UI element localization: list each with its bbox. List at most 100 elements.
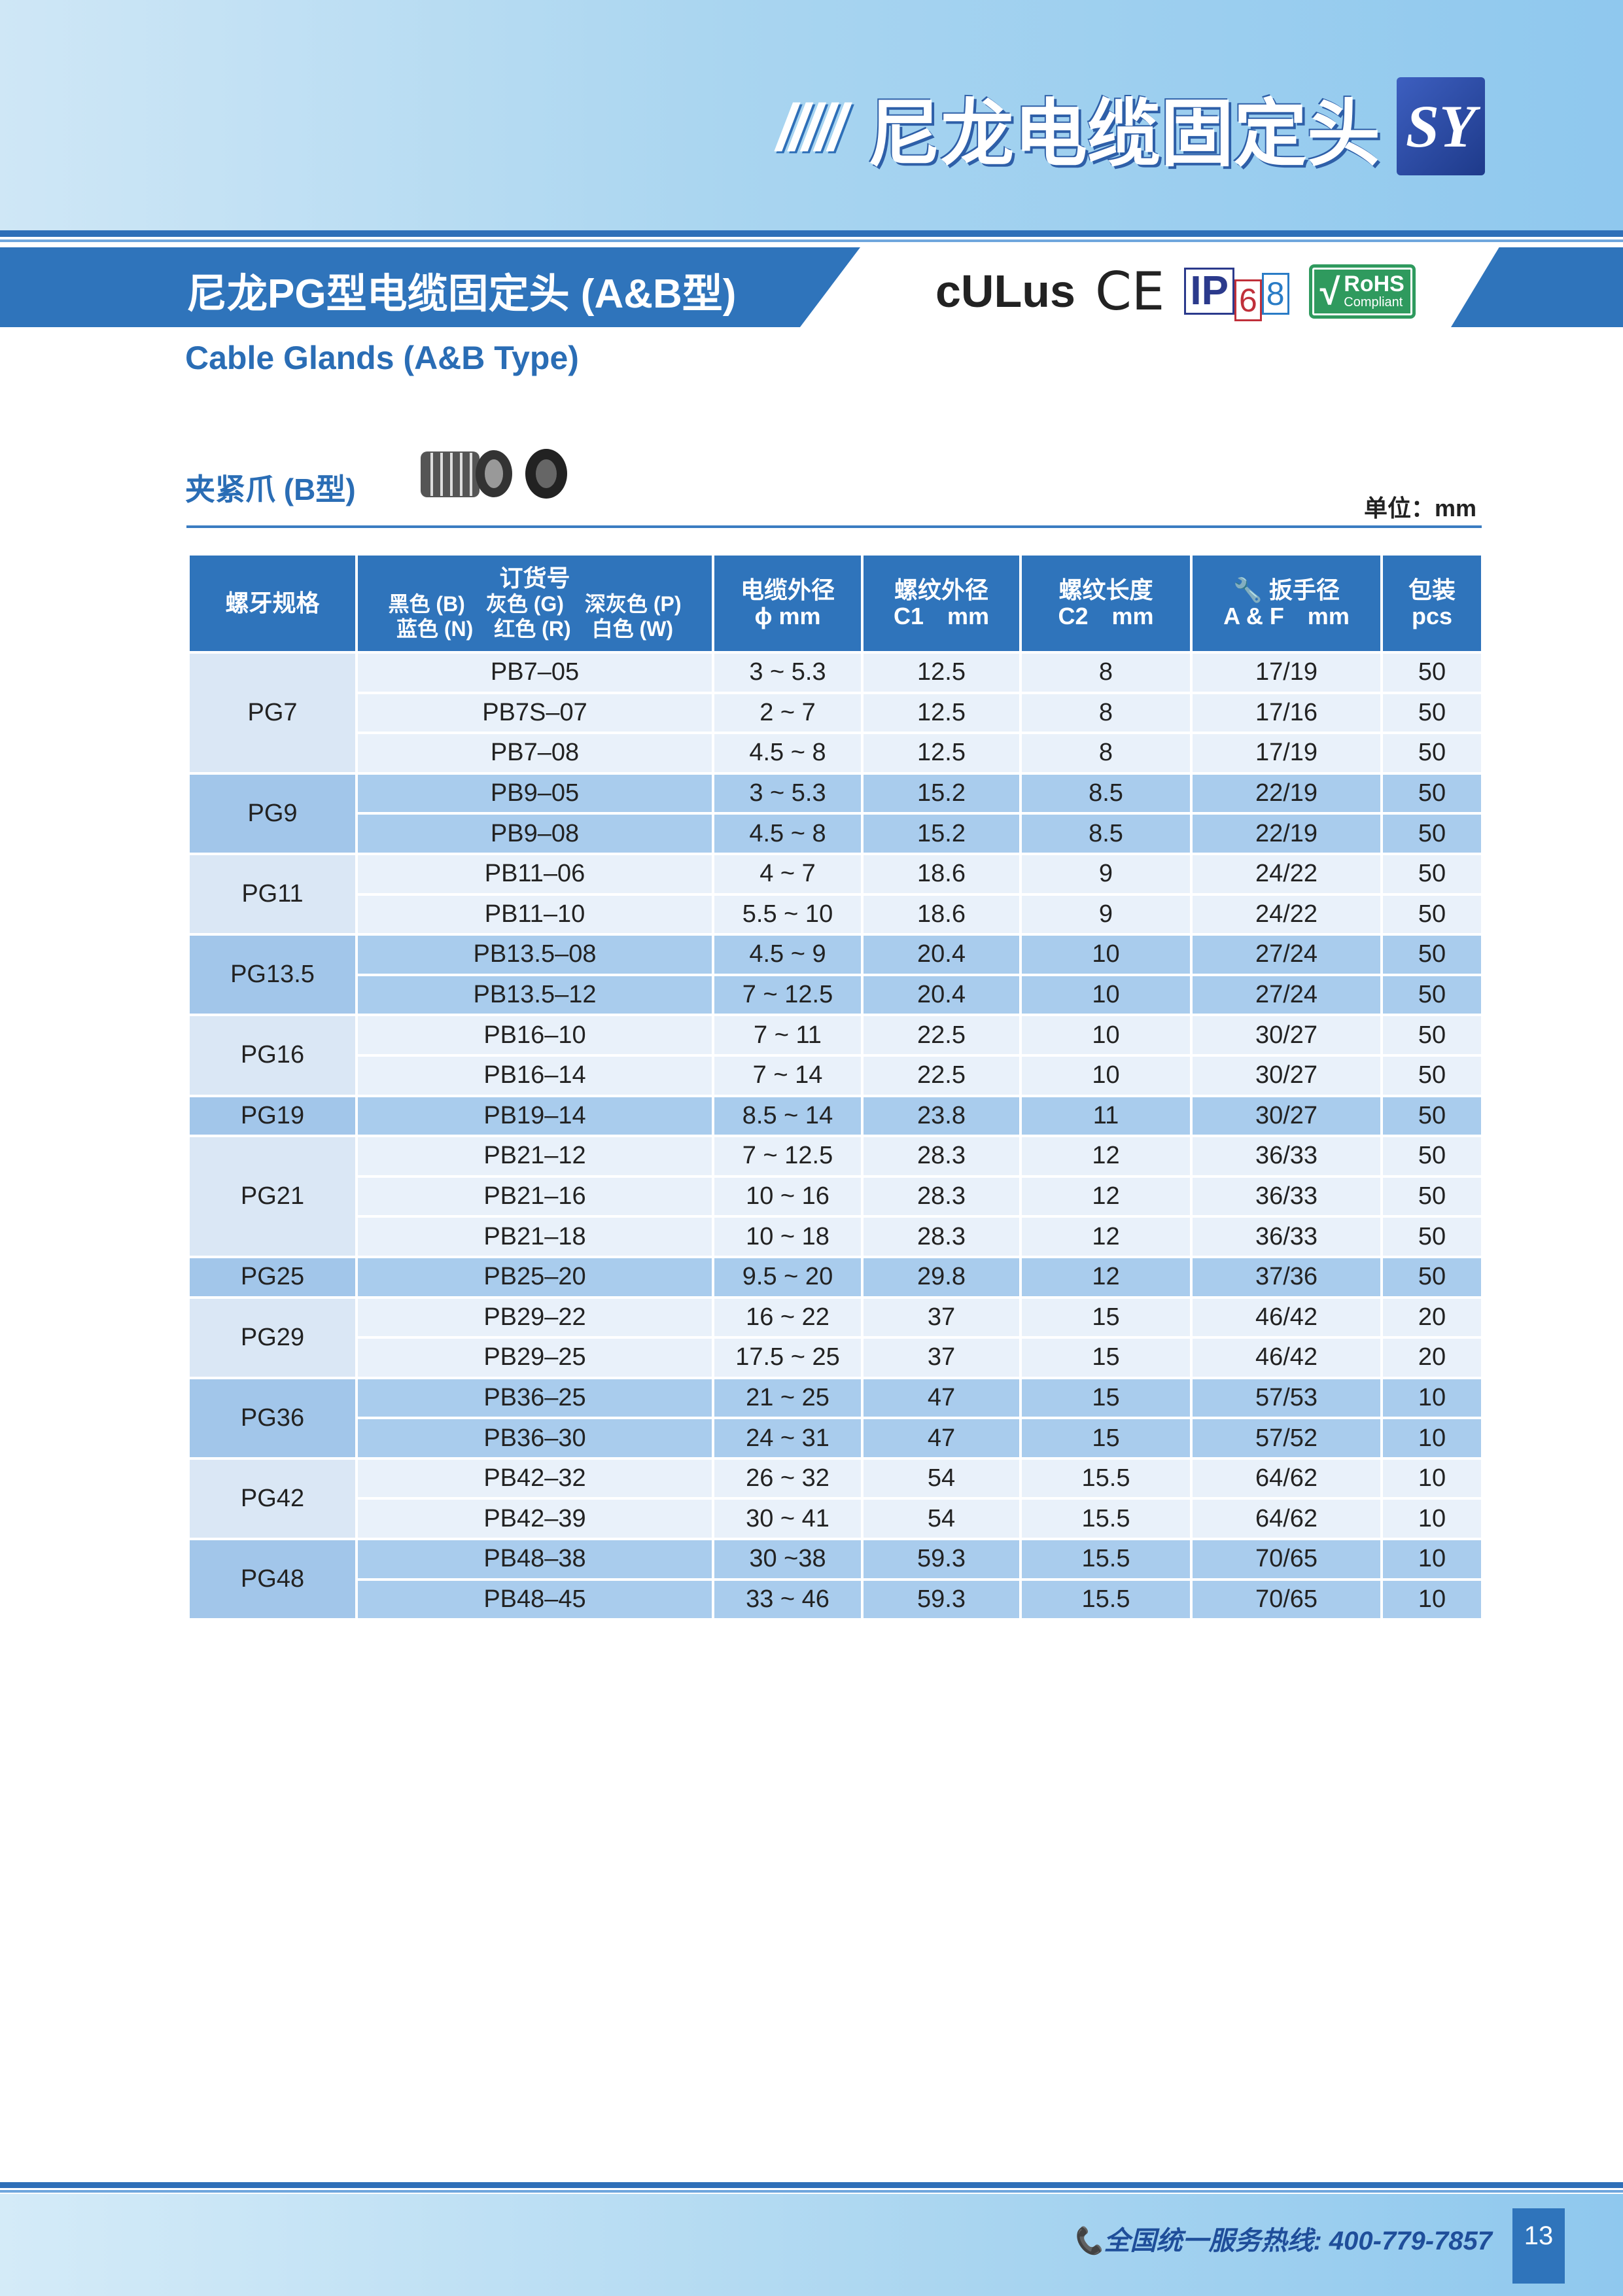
c2-cell: 15 [1019, 1336, 1193, 1379]
thread-size-cell: PG13.5 [187, 933, 358, 1017]
header-band [0, 0, 1623, 230]
order-number-cell: PB7–05 [355, 651, 714, 694]
c1-cell: 20.4 [861, 933, 1022, 976]
af-cell: 27/24 [1190, 973, 1383, 1017]
table-row: PG16 PB16–10 7 ~ 11 22.5 10 30/27 50 [187, 1014, 1484, 1097]
table-row: PG36 PB36–25 21 ~ 25 47 15 57/53 10 [187, 1376, 1484, 1460]
english-subtitle: Cable Glands (A&B Type) [185, 340, 579, 376]
cable-diameter-cell: 4.5 ~ 9 [712, 933, 864, 976]
package-cell: 50 [1380, 1255, 1484, 1299]
c2-cell: 12 [1019, 1135, 1193, 1178]
cable-diameter-cell: 5.5 ~ 10 [712, 892, 864, 936]
table-row: PG29 PB29–22 16 ~ 22 37 15 46/42 20 [187, 1296, 1484, 1379]
af-cell: 64/62 [1190, 1457, 1383, 1500]
footer-rule [0, 2182, 1623, 2188]
c1-cell: 12.5 [861, 732, 1022, 775]
page-number: 13 [1512, 2208, 1565, 2284]
c2-cell: 15.5 [1019, 1457, 1193, 1500]
thread-size-cell: PG48 [187, 1538, 358, 1621]
cable-diameter-cell: 7 ~ 12.5 [712, 1135, 864, 1178]
order-number-cell: PB36–30 [355, 1417, 714, 1460]
af-cell: 24/22 [1190, 852, 1383, 896]
ip68-logo: IP 6 8 [1184, 268, 1289, 321]
af-cell: 17/19 [1190, 732, 1383, 775]
c1-cell: 37 [861, 1296, 1022, 1339]
table-row: PB16–14 7 ~ 14 22.5 10 30/27 50 [188, 1053, 1484, 1097]
package-cell: 10 [1380, 1497, 1484, 1541]
order-number-cell: PB11–10 [355, 892, 714, 936]
order-number-cell: PB42–39 [355, 1497, 714, 1541]
af-cell: 36/33 [1190, 1174, 1383, 1218]
c2-cell: 8 [1019, 691, 1193, 735]
table-row: PB42–39 30 ~ 41 54 15.5 64/62 10 [188, 1497, 1484, 1541]
order-number-cell: PB21–16 [355, 1174, 714, 1218]
package-cell: 50 [1380, 892, 1484, 936]
c2-cell: 8.5 [1019, 771, 1193, 815]
order-number-cell: PB25–20 [355, 1255, 714, 1299]
af-cell: 27/24 [1190, 933, 1383, 976]
af-cell: 46/42 [1190, 1296, 1383, 1339]
package-cell: 50 [1380, 1215, 1484, 1258]
order-number-cell: PB21–12 [355, 1135, 714, 1178]
cable-diameter-cell: 4.5 ~ 8 [712, 812, 864, 855]
package-cell: 50 [1380, 973, 1484, 1017]
header-rule [0, 230, 1623, 237]
check-icon: √ [1319, 270, 1340, 312]
cable-diameter-cell: 7 ~ 12.5 [712, 973, 864, 1017]
wrench-icon: 🔧 [1233, 576, 1263, 603]
table-row: PB29–25 17.5 ~ 25 37 15 46/42 20 [188, 1336, 1484, 1379]
af-cell: 24/22 [1190, 892, 1383, 936]
table-row: PB9–08 4.5 ~ 8 15.2 8.5 22/19 50 [188, 812, 1484, 855]
table-row: PB7S–07 2 ~ 7 12.5 8 17/16 50 [188, 691, 1484, 735]
af-cell: 70/65 [1190, 1538, 1383, 1581]
ul-logo: cULus [935, 266, 1075, 317]
c1-cell: 18.6 [861, 852, 1022, 896]
af-cell: 22/19 [1190, 771, 1383, 815]
table-row: PB21–16 10 ~ 16 28.3 12 36/33 50 [188, 1174, 1484, 1218]
cable-diameter-cell: 17.5 ~ 25 [712, 1336, 864, 1379]
thread-size-cell: PG19 [187, 1094, 358, 1138]
hotline: 📞全国统一服务热线: 400-779-7857 [1071, 2227, 1492, 2255]
c1-cell: 20.4 [861, 973, 1022, 1017]
c1-cell: 28.3 [861, 1135, 1022, 1178]
c1-cell: 12.5 [861, 691, 1022, 735]
cable-diameter-cell: 9.5 ~ 20 [712, 1255, 864, 1299]
table-row: PG21 PB21–12 7 ~ 12.5 28.3 12 36/33 50 [187, 1135, 1484, 1258]
table-row: PG9 PB9–05 3 ~ 5.3 15.2 8.5 22/19 50 [187, 771, 1484, 855]
package-cell: 10 [1380, 1417, 1484, 1460]
package-cell: 20 [1380, 1296, 1484, 1339]
cable-diameter-cell: 3 ~ 5.3 [712, 771, 864, 815]
c1-cell: 15.2 [861, 771, 1022, 815]
cable-diameter-cell: 30 ~38 [712, 1538, 864, 1581]
c2-cell: 8.5 [1019, 812, 1193, 855]
c1-cell: 18.6 [861, 892, 1022, 936]
brand-logo: SY [1397, 77, 1485, 175]
c1-cell: 15.2 [861, 812, 1022, 855]
cable-diameter-cell: 10 ~ 16 [712, 1174, 864, 1218]
af-cell: 57/52 [1190, 1417, 1383, 1460]
c1-cell: 54 [861, 1457, 1022, 1500]
table-row: PG19 PB19–14 8.5 ~ 14 23.8 11 30/27 50 [187, 1094, 1484, 1138]
af-cell: 70/65 [1190, 1578, 1383, 1621]
order-number-cell: PB29–25 [355, 1336, 714, 1379]
af-cell: 36/33 [1190, 1215, 1383, 1258]
order-number-cell: PB42–32 [355, 1457, 714, 1500]
header-order: 订货号 黑色 (B) 灰色 (G) 深灰色 (P) 蓝色 (N) 红色 (R) 白色… [355, 553, 714, 654]
package-cell: 10 [1380, 1578, 1484, 1621]
cable-diameter-cell: 4.5 ~ 8 [712, 732, 864, 775]
thread-size-cell: PG11 [187, 852, 358, 936]
unit-label: 单位：mm [1364, 495, 1477, 521]
cable-diameter-cell: 7 ~ 11 [712, 1014, 864, 1057]
thread-size-cell: PG7 [187, 651, 358, 775]
package-cell: 50 [1380, 1174, 1484, 1218]
c1-cell: 37 [861, 1336, 1022, 1379]
c2-cell: 9 [1019, 852, 1193, 896]
c2-cell: 15 [1019, 1417, 1193, 1460]
c1-cell: 29.8 [861, 1255, 1022, 1299]
table-row: PB36–30 24 ~ 31 47 15 57/52 10 [188, 1417, 1484, 1460]
cable-diameter-cell: 7 ~ 14 [712, 1053, 864, 1097]
cable-diameter-cell: 30 ~ 41 [712, 1497, 864, 1541]
banner-title: 尼龙PG型电缆固定头 (A&B型) [186, 272, 737, 317]
section-rule [186, 525, 1482, 528]
af-cell: 30/27 [1190, 1014, 1383, 1057]
